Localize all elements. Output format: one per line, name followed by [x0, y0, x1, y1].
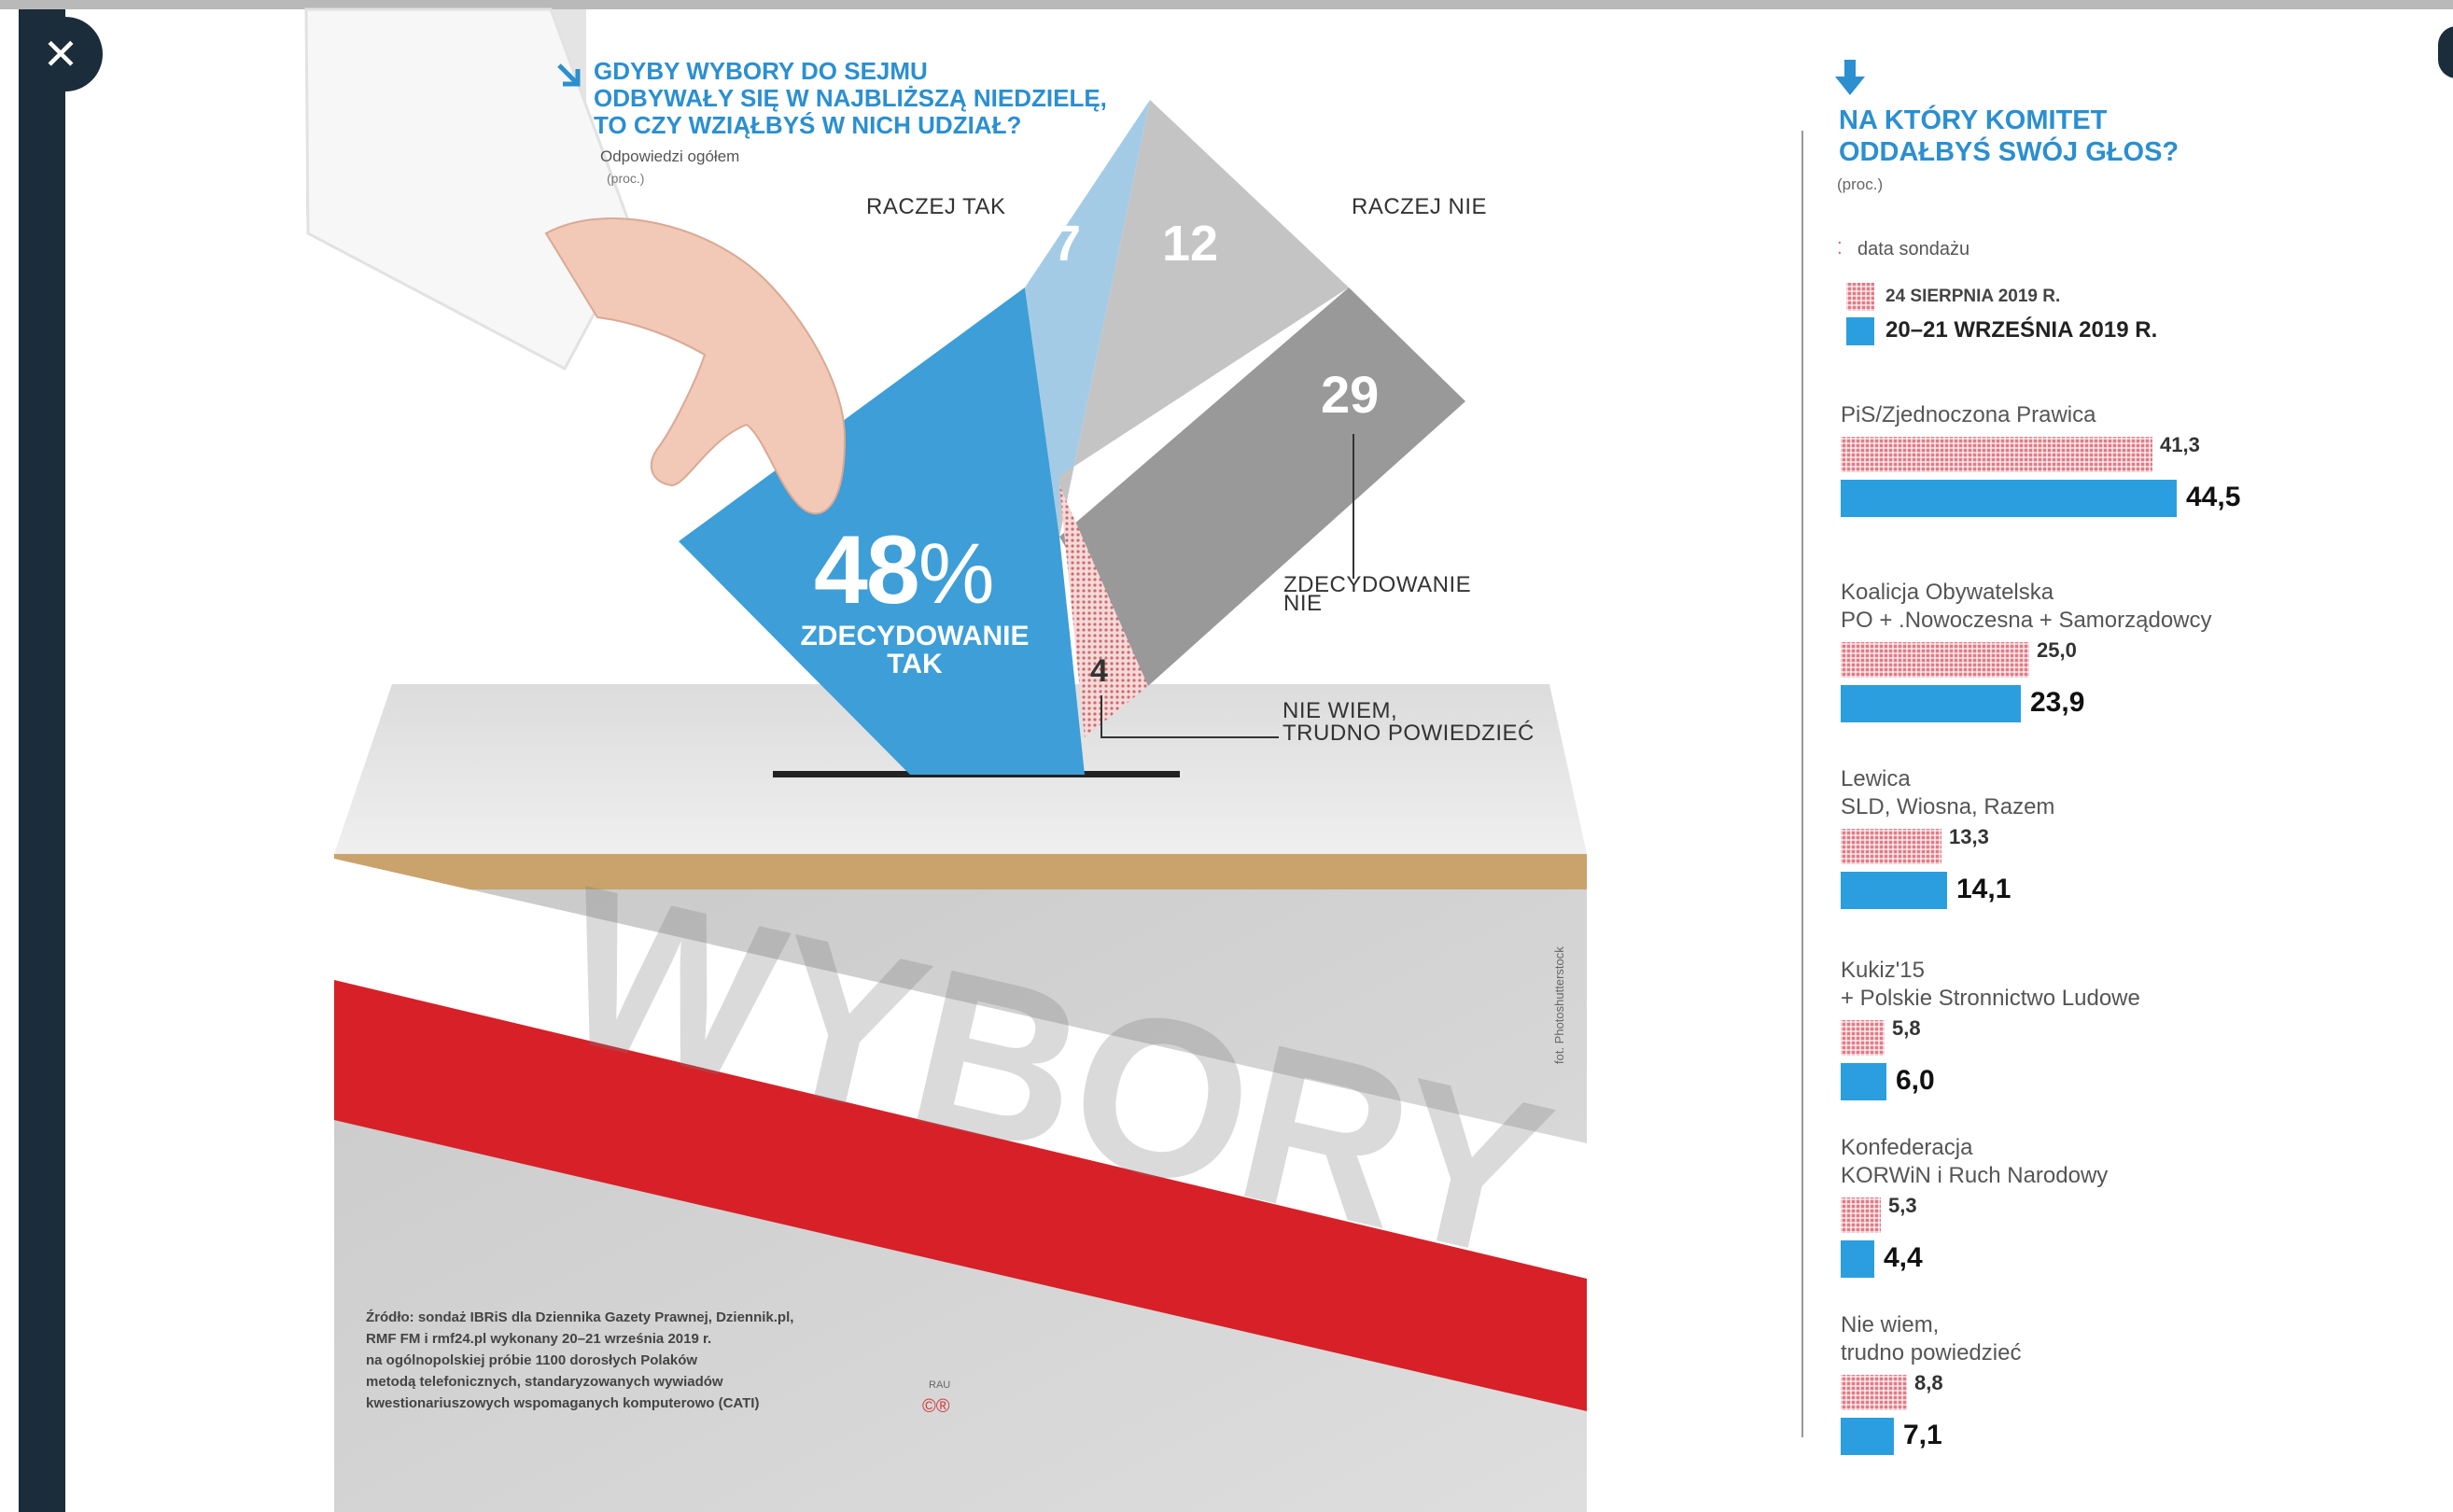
- label-nie-wiem: NIE WIEM, TRUDNO POWIEDZIEĆ: [1283, 700, 1535, 745]
- author-tag: RAU: [929, 1379, 951, 1391]
- viewer-top-bar: [0, 0, 2453, 9]
- label-line: NIE WIEM,: [1283, 698, 1398, 723]
- value-new: 7,1: [1903, 1420, 1942, 1450]
- value-new: 44,5: [2186, 482, 2241, 512]
- value-nie-wiem: 4: [1090, 653, 1108, 689]
- label-line: ZDECYDOWANIE: [1283, 572, 1472, 597]
- value-zdecydowanie-tak: 48%: [814, 515, 995, 626]
- bar-old: [1841, 437, 2152, 472]
- value-old: 41,3: [2160, 433, 2200, 456]
- party-chart-title: NA KTÓRY KOMITET ODDAŁBYŚ SWÓJ GŁOS?: [1839, 105, 2184, 168]
- source-line: kwestionariuszowych wspomaganych kompute…: [366, 1395, 760, 1411]
- hand: [544, 217, 847, 515]
- big-value: 48: [814, 516, 920, 624]
- value-new: 23,9: [2030, 687, 2085, 718]
- dots-icon: ⁚: [1837, 239, 1843, 258]
- arrow-down-right-icon: [555, 62, 583, 94]
- pie-slice-raczej-tak: [1025, 100, 1150, 537]
- box-rim: [334, 854, 1587, 889]
- turnout-question-line: GDYBY WYBORY DO SEJMU: [594, 57, 928, 85]
- bar-old: [1841, 1375, 1907, 1410]
- leader-nie-wiem: [1100, 695, 1279, 738]
- party-label: PiS/Zjednoczona Prawica: [1841, 402, 2096, 427]
- value-zdecydowanie-nie: 29: [1321, 365, 1380, 424]
- next-button[interactable]: [2438, 26, 2453, 78]
- close-icon: ✕: [42, 30, 79, 78]
- label-zdecydowanie-tak: ZDECYDOWANIE TAK: [793, 623, 1036, 679]
- bar-old: [1841, 1020, 1885, 1056]
- value-raczej-tak: 7: [1053, 216, 1082, 272]
- label-line: ZDECYDOWANIE: [800, 621, 1030, 651]
- label-line: TRUDNO POWIEDZIEĆ: [1283, 721, 1535, 746]
- label-raczej-nie: RACZEJ NIE: [1352, 194, 1488, 219]
- copyright-icons: ©®: [922, 1396, 950, 1417]
- turnout-subtitle: Odpowiedzi ogółem: [600, 147, 740, 165]
- label-zdecydowanie-nie: ZDECYDOWANIE NIE: [1283, 572, 1472, 616]
- legend-title: data sondażu: [1857, 239, 1970, 259]
- legend-label-old: 24 SIERPNIA 2019 R.: [1885, 287, 2061, 306]
- pie-slice-zdecydowanie-tak: [679, 287, 1085, 775]
- bar-old: [1841, 829, 1941, 864]
- value-new: 4,4: [1884, 1242, 1923, 1273]
- value-new: 6,0: [1896, 1065, 1935, 1096]
- viewer-left-panel: [19, 9, 65, 1512]
- bar-new: [1841, 685, 2021, 722]
- bar-new: [1841, 1418, 1894, 1455]
- bar-new: [1841, 1063, 1886, 1100]
- pie-slice-nie-wiem: [1059, 485, 1148, 737]
- pie-slice-raczej-nie: [1059, 100, 1349, 537]
- big-value-pct: %: [918, 526, 995, 622]
- bar-new: [1841, 1240, 1874, 1278]
- legend-swatch-old: [1846, 283, 1874, 311]
- party-label: Lewica SLD, Wiosna, Razem: [1841, 766, 2055, 819]
- value-old: 5,8: [1892, 1016, 1921, 1040]
- turnout-unit: (proc.): [607, 171, 645, 186]
- bar-new: [1841, 872, 1947, 909]
- legend-label-new: 20–21 WRZEŚNIA 2019 R.: [1885, 317, 2158, 343]
- flag-white-stripe: [334, 859, 1587, 1279]
- value-old: 8,8: [1914, 1371, 1943, 1394]
- label-line: TAK: [887, 649, 943, 679]
- party-chart-unit: (proc.): [1837, 175, 1884, 193]
- flag-red-stripe: [334, 980, 1587, 1411]
- source-note: Źródło: sondaż IBRiS dla Dziennika Gazet…: [366, 1307, 793, 1414]
- source-line: Źródło: sondaż IBRiS dla Dziennika Gazet…: [366, 1309, 794, 1325]
- source-line: na ogólnopolskiej próbie 1100 dorosłych …: [366, 1352, 698, 1368]
- turnout-question: GDYBY WYBORY DO SEJMU ODBYWAŁY SIĘ W NAJ…: [594, 58, 1107, 139]
- value-old: 13,3: [1949, 825, 1989, 848]
- party-label: Koalicja Obywatelska PO + .Nowoczesna + S…: [1841, 580, 2212, 633]
- bar-new: [1841, 480, 2177, 517]
- value-old: 25,0: [2037, 638, 2077, 662]
- value-new: 14,1: [1956, 874, 2011, 904]
- party-chart-title-text: NA KTÓRY KOMITET ODDAŁBYŚ SWÓJ GŁOS?: [1839, 105, 2180, 167]
- label-raczej-tak: RACZEJ TAK: [866, 194, 1006, 219]
- party-label: Nie wiem, trudno powiedzieć: [1841, 1312, 2022, 1365]
- source-line: metodą telefonicznych, standaryzowanych …: [366, 1374, 723, 1390]
- turnout-question-line: TO CZY WZIĄŁBYŚ W NICH UDZIAŁ?: [594, 111, 1022, 139]
- column-divider: [1801, 131, 1803, 1437]
- bar-old: [1841, 642, 2029, 678]
- bar-old: [1841, 1197, 1881, 1233]
- source-line: RMF FM i rmf24.pl wykonany 20–21 wrześni…: [366, 1331, 712, 1347]
- legend-swatch-new: [1846, 317, 1874, 345]
- party-label: Kukiz'15 + Polskie Stronnictwo Ludowe: [1841, 958, 2140, 1011]
- turnout-question-line: ODBYWAŁY SIĘ W NAJBLIŻSZĄ NIEDZIELĘ,: [594, 84, 1107, 112]
- close-button[interactable]: ✕: [19, 17, 103, 91]
- value-old: 5,3: [1888, 1194, 1917, 1217]
- party-label: Konfederacja KORWiN i Ruch Narodowy: [1841, 1135, 2109, 1188]
- arrow-down-icon: [1831, 58, 1869, 104]
- pie-slice-zdecydowanie-nie: [1059, 287, 1465, 686]
- photo-credit: fot. Photoshutterstock: [1552, 946, 1566, 1064]
- value-raczej-nie: 12: [1162, 216, 1219, 272]
- label-line: NIE: [1283, 591, 1323, 616]
